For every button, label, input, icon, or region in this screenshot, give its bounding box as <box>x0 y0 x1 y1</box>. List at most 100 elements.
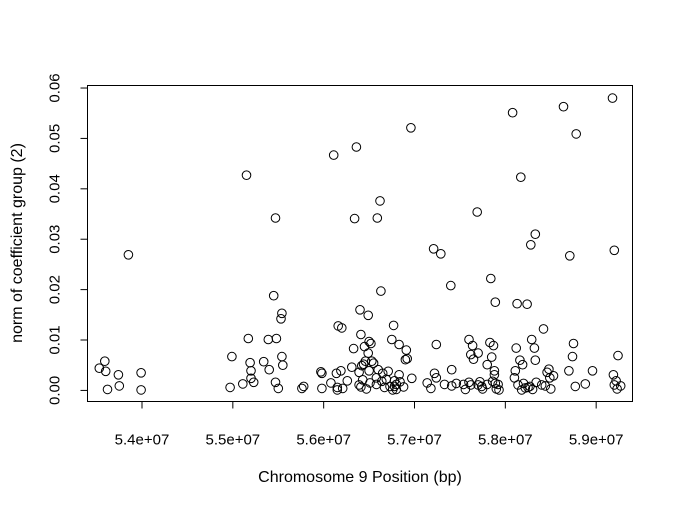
data-point <box>446 280 456 291</box>
y-axis: 0.00 0.01 0.02 0.03 0.04 0.05 0.06 <box>47 73 88 405</box>
data-point <box>493 379 503 390</box>
data-point <box>297 383 307 394</box>
data-point <box>485 337 495 348</box>
data-point <box>364 336 374 347</box>
data-point <box>354 380 364 390</box>
data-point <box>426 383 436 394</box>
data-point <box>391 384 402 395</box>
data-point <box>609 245 620 256</box>
y-tick-label: 0.05 <box>47 124 64 153</box>
data-point <box>376 286 386 296</box>
data-point <box>494 385 504 395</box>
data-point <box>349 213 360 224</box>
data-point <box>368 358 379 369</box>
data-point <box>263 334 274 345</box>
data-point <box>407 373 417 384</box>
data-point <box>467 340 478 351</box>
data-point <box>512 298 522 309</box>
data-point <box>113 370 124 380</box>
data-point <box>367 356 377 367</box>
data-point <box>446 381 457 391</box>
data-point <box>136 385 146 395</box>
data-point <box>348 343 359 354</box>
data-point <box>526 240 536 250</box>
plot-frame <box>87 85 633 402</box>
data-point <box>277 308 287 319</box>
data-point <box>612 384 622 394</box>
data-point <box>613 350 623 361</box>
data-point <box>356 382 366 392</box>
data-point <box>511 343 522 353</box>
data-point <box>615 381 626 391</box>
data-point <box>102 384 113 395</box>
x-tick-label: 5.4e+07 <box>115 432 170 449</box>
data-point <box>278 360 288 371</box>
data-point <box>328 150 339 160</box>
data-point <box>401 345 412 355</box>
data-point <box>546 384 556 394</box>
y-tick-label: 0.03 <box>47 225 64 254</box>
data-point <box>536 380 547 390</box>
data-point <box>428 244 439 254</box>
data-point <box>436 249 446 259</box>
data-point <box>347 362 357 373</box>
y-tick-label: 0.02 <box>47 275 64 304</box>
data-point <box>398 382 409 392</box>
data-point <box>270 213 281 223</box>
data-point <box>468 354 479 365</box>
data-point <box>100 366 111 377</box>
data-point <box>538 324 549 334</box>
data-point <box>372 213 383 223</box>
data-point <box>451 378 462 389</box>
data-point <box>486 273 496 284</box>
data-point <box>482 359 493 370</box>
data-point <box>364 366 374 376</box>
data-point <box>486 352 497 362</box>
data-point <box>351 142 362 152</box>
data-point <box>358 359 369 370</box>
data-point <box>317 383 327 394</box>
data-point <box>355 305 365 315</box>
data-point <box>273 383 284 394</box>
data-point <box>489 366 500 376</box>
data-point <box>558 101 569 112</box>
x-tick-label: 5.5e+07 <box>206 432 261 449</box>
x-tick-label: 5.8e+07 <box>478 432 533 449</box>
data-point <box>123 250 134 260</box>
data-point <box>114 381 125 391</box>
data-point <box>402 353 413 364</box>
data-point <box>526 334 537 345</box>
x-tick-label: 5.7e+07 <box>387 432 442 449</box>
y-tick-label: 0.04 <box>47 174 64 203</box>
data-point <box>580 379 591 389</box>
data-point <box>429 368 440 379</box>
data-point <box>395 377 405 387</box>
data-point <box>431 339 442 350</box>
data-point <box>100 356 110 367</box>
data-point <box>431 373 442 383</box>
data-point <box>394 339 404 350</box>
data-point <box>365 378 375 388</box>
data-point <box>271 333 282 344</box>
data-point <box>458 379 469 390</box>
data-point <box>540 381 551 391</box>
data-point <box>548 371 559 381</box>
data-point <box>246 366 256 376</box>
data-point <box>316 367 326 377</box>
data-point <box>564 366 574 376</box>
data-point <box>337 323 347 333</box>
data-point <box>571 129 582 139</box>
data-point <box>523 382 533 393</box>
data-point <box>332 382 343 393</box>
y-tick-label: 0.01 <box>47 325 64 354</box>
data-point <box>136 368 146 378</box>
data-point <box>522 299 532 310</box>
data-point <box>363 348 374 358</box>
data-point <box>326 378 336 388</box>
y-tick-label: 0.00 <box>47 376 64 405</box>
data-point <box>225 382 235 393</box>
data-point <box>270 377 281 388</box>
x-tick-label: 5.6e+07 <box>296 432 351 449</box>
data-point <box>587 366 598 376</box>
x-tick-label: 5.9e+07 <box>569 432 624 449</box>
